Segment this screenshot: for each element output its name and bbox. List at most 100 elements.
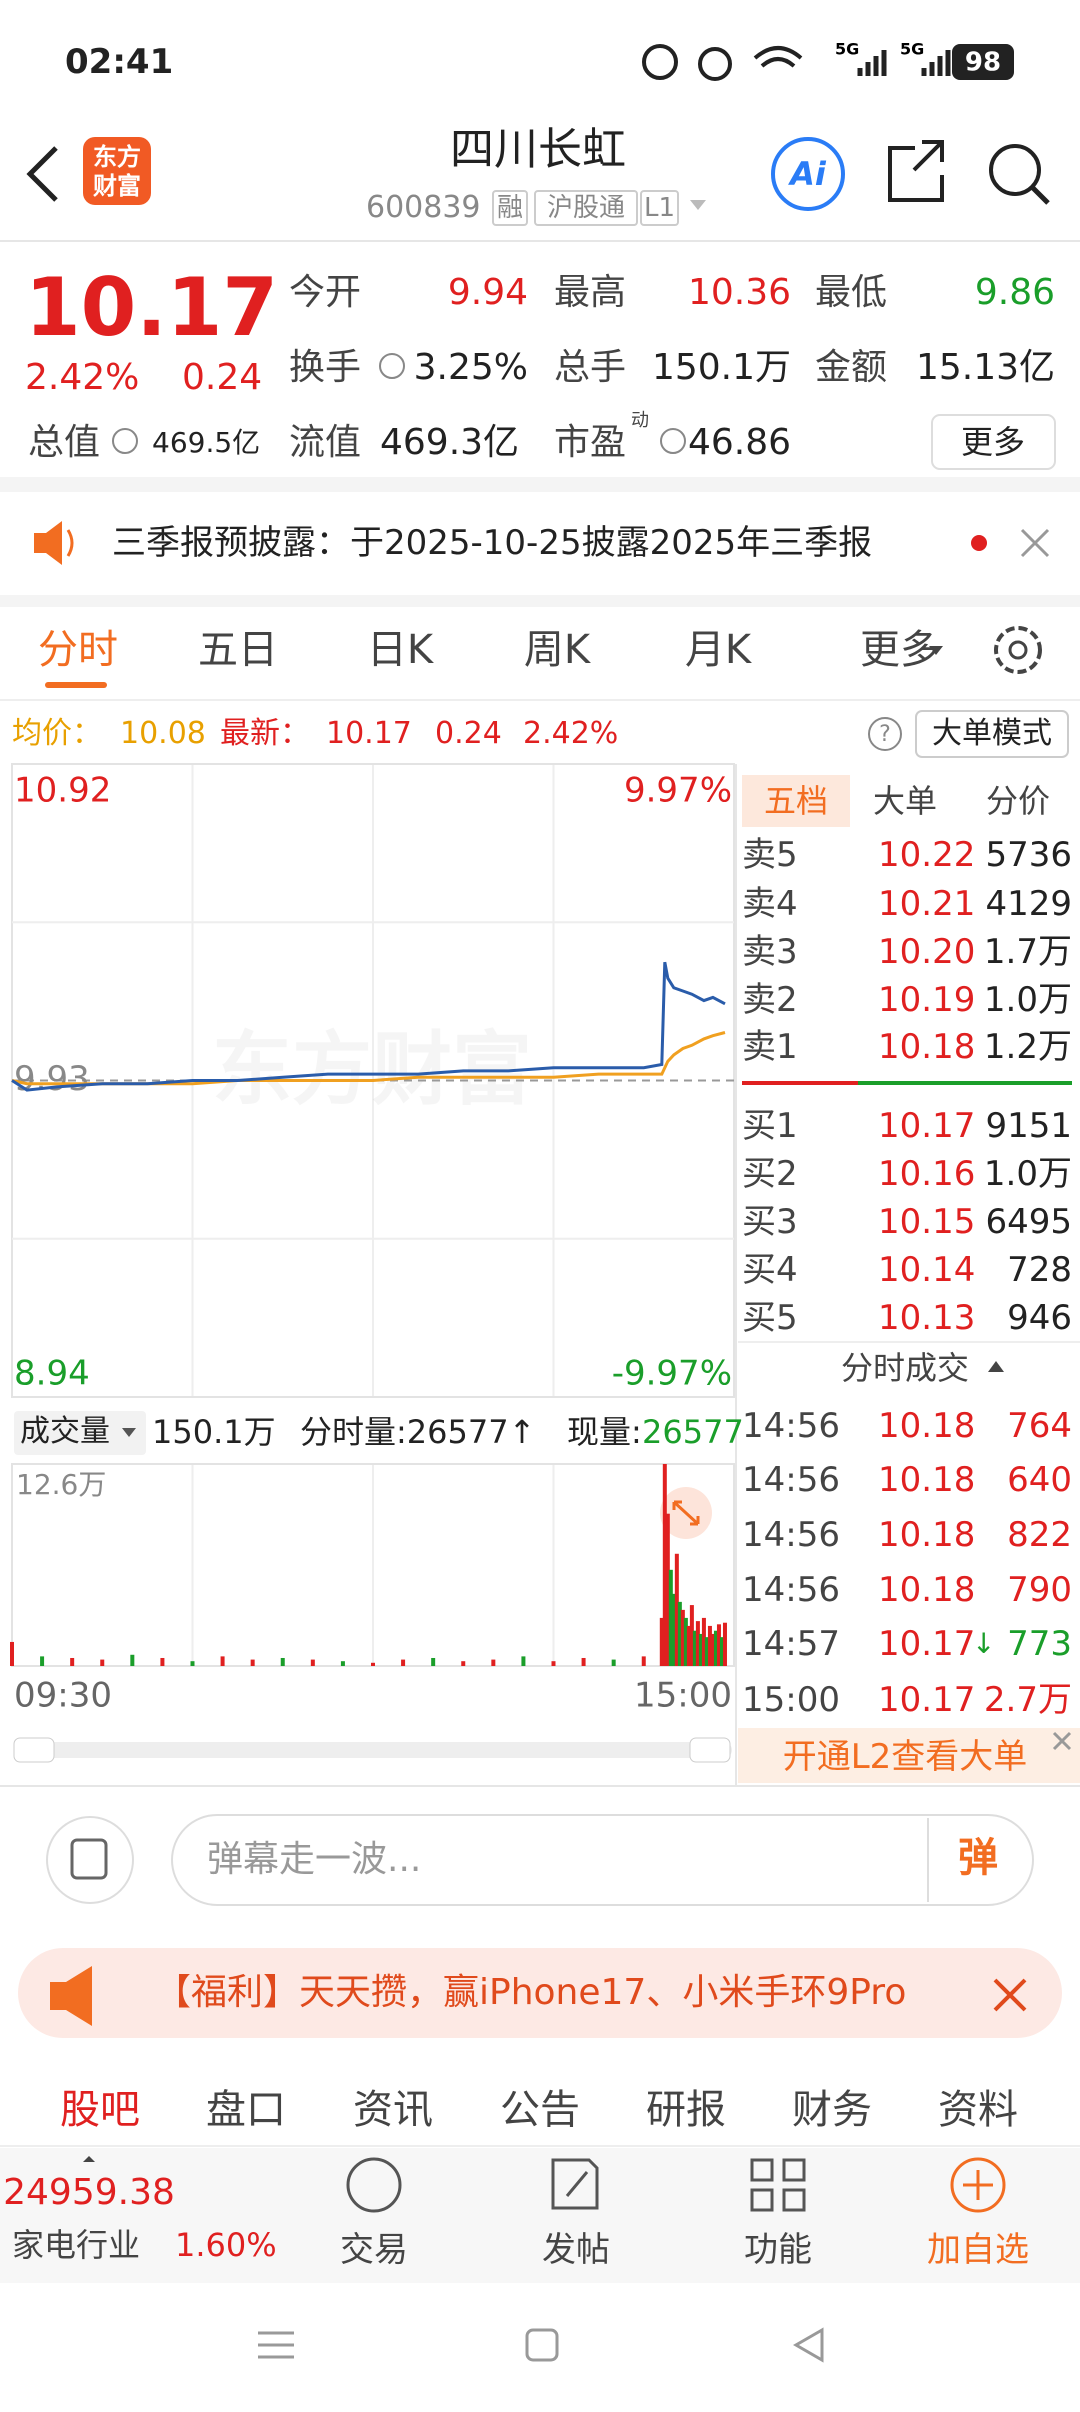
close-button[interactable] xyxy=(1052,1731,1072,1751)
field-label: 总手 xyxy=(554,347,627,388)
volume-bar xyxy=(716,1624,721,1666)
speaker-icon xyxy=(34,521,62,565)
volume-bar xyxy=(662,1464,667,1666)
trade-price: 10.17 xyxy=(878,1680,976,1720)
tab[interactable]: 五日 xyxy=(198,627,278,673)
close-button[interactable] xyxy=(1020,528,1050,558)
settings-button[interactable] xyxy=(994,626,1042,674)
volume-label[interactable]: 成交量 xyxy=(20,1414,110,1449)
comment-settings[interactable] xyxy=(46,1816,134,1904)
bottom-tab[interactable]: 研报 xyxy=(646,2087,726,2133)
ai-button[interactable] xyxy=(771,137,845,211)
badge: 沪股通 xyxy=(534,190,638,226)
search-button[interactable] xyxy=(989,144,1041,196)
field-value: 3.25% xyxy=(413,347,528,388)
sort-arrow[interactable] xyxy=(988,1361,1004,1372)
danmu-button[interactable]: 弹 xyxy=(958,1835,998,1881)
trade-icon[interactable] xyxy=(346,2157,402,2213)
nav-label[interactable]: 交易 xyxy=(340,2230,408,2270)
book-tab[interactable]: 大单 xyxy=(872,782,938,820)
volume-bar xyxy=(710,1633,715,1666)
y-tick-label: 8.94 xyxy=(14,1354,90,1394)
tab[interactable]: 更多 xyxy=(860,627,940,673)
nav-label[interactable]: 发帖 xyxy=(542,2230,610,2270)
info-icon[interactable] xyxy=(379,353,405,379)
share-button[interactable] xyxy=(888,140,944,202)
status-time: 02:41 xyxy=(65,42,174,82)
mode-button[interactable] xyxy=(915,710,1069,758)
book-tab[interactable]: 五档 xyxy=(763,782,829,820)
battery-level: 98 xyxy=(965,48,1001,78)
help-icon[interactable] xyxy=(868,717,902,751)
bid-volume: 6495 xyxy=(985,1202,1072,1242)
tab[interactable]: 分时 xyxy=(38,627,118,673)
nav-label[interactable]: 加自选 xyxy=(927,2230,1029,2270)
volume-bar xyxy=(371,1662,375,1666)
trades-title: 分时成交 xyxy=(840,1349,970,1387)
bottom-tab[interactable]: 股吧 xyxy=(60,2087,140,2133)
info-icon[interactable] xyxy=(660,428,686,454)
sector-name[interactable]: 家电行业 xyxy=(12,2226,141,2264)
trade-volume: 640 xyxy=(1007,1460,1072,1500)
scroll-handle-left[interactable] xyxy=(13,1737,55,1763)
bid-label: 买4 xyxy=(742,1250,798,1290)
logo-box[interactable] xyxy=(83,137,151,205)
logo-text[interactable]: 东方 xyxy=(93,143,141,171)
system-back[interactable] xyxy=(792,2327,824,2363)
volume-total: 150.1万 xyxy=(152,1413,276,1451)
close-button[interactable] xyxy=(993,1978,1027,2012)
tab[interactable]: 周K xyxy=(523,627,591,673)
bottom-tab[interactable]: 盘口 xyxy=(206,2087,286,2133)
volume-bar xyxy=(701,1617,706,1666)
comment-input[interactable] xyxy=(171,1814,1034,1906)
volume-bar xyxy=(668,1569,673,1666)
volume-bar xyxy=(310,1659,315,1666)
more-button[interactable]: 更多 xyxy=(960,423,1026,461)
l2-band[interactable] xyxy=(738,1728,1080,1783)
bottom-tab[interactable]: 财务 xyxy=(792,2087,872,2133)
promo-banner[interactable] xyxy=(18,1948,1062,2038)
scroll-handle-right[interactable] xyxy=(689,1737,731,1763)
bottom-nav xyxy=(0,2148,1080,2283)
trade-time: 14:56 xyxy=(742,1570,840,1610)
field-value: 9.86 xyxy=(974,272,1055,313)
comment-placeholder[interactable]: 弹幕走一波... xyxy=(207,1839,422,1880)
system-menu[interactable] xyxy=(258,2331,294,2359)
bottom-tab[interactable]: 公告 xyxy=(500,2087,580,2133)
back-button[interactable] xyxy=(26,146,58,202)
info-icon[interactable] xyxy=(112,428,138,454)
logo-text[interactable]: 财富 xyxy=(93,172,141,200)
tab[interactable]: 月K xyxy=(684,627,752,673)
post-icon[interactable] xyxy=(551,2158,599,2210)
volume-bar xyxy=(401,1659,406,1666)
index-value[interactable]: 24959.38 xyxy=(3,2172,175,2213)
y2-tick-label: -9.97% xyxy=(612,1354,732,1394)
l2-link[interactable]: 开通L2查看大单 xyxy=(782,1737,1028,1777)
dropdown-arrow[interactable] xyxy=(929,646,943,655)
volume-dropdown[interactable] xyxy=(14,1411,146,1455)
help-text[interactable]: ? xyxy=(879,722,891,747)
mode-button[interactable]: 大单模式 xyxy=(932,716,1052,751)
sector-change[interactable]: 1.60% xyxy=(175,2226,277,2264)
add-watch-icon[interactable] xyxy=(950,2157,1006,2213)
bottom-tab[interactable]: 资讯 xyxy=(353,2087,433,2133)
book-tab[interactable]: 分价 xyxy=(985,782,1051,820)
volume-bar xyxy=(581,1657,586,1666)
more-button[interactable] xyxy=(931,414,1056,470)
tab[interactable]: 日K xyxy=(366,627,434,673)
volume-bar xyxy=(220,1656,225,1666)
function-icon[interactable] xyxy=(750,2158,806,2212)
nav-label[interactable]: 功能 xyxy=(744,2230,812,2270)
dropdown-arrow[interactable] xyxy=(690,200,706,210)
field-label: 今开 xyxy=(289,272,362,313)
system-home[interactable] xyxy=(525,2328,559,2362)
trade-volume: 822 xyxy=(1007,1515,1072,1555)
field-value: 469.5亿 xyxy=(152,426,261,459)
promo-text[interactable]: 【福利】天天攒，赢iPhone17、小米手环9Pro xyxy=(155,1972,907,2013)
add-watch-plus xyxy=(963,2170,993,2200)
bottom-tab[interactable]: 资料 xyxy=(938,2087,1018,2133)
scroll-track[interactable] xyxy=(14,1742,732,1758)
volume-bar xyxy=(707,1625,712,1666)
y2-tick-label: 9.97% xyxy=(624,771,732,811)
